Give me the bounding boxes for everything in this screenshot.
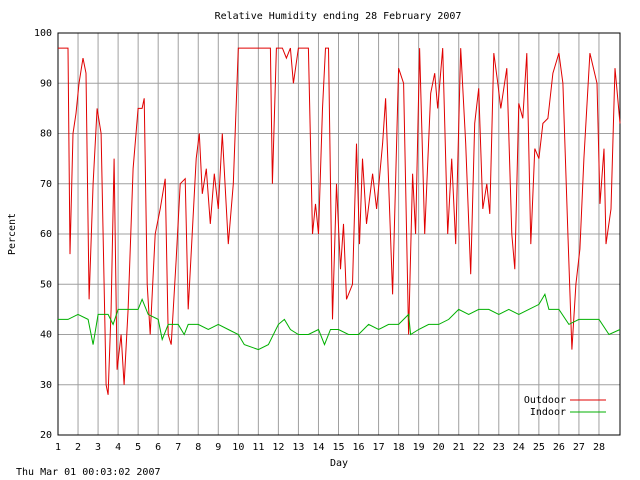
x-tick-label: 27 [573, 442, 585, 453]
x-tick-label: 8 [195, 442, 201, 453]
x-tick-label: 28 [593, 442, 605, 453]
x-tick-label: 9 [215, 442, 221, 453]
x-tick-label: 16 [353, 442, 365, 453]
x-tick-label: 21 [453, 442, 465, 453]
x-tick-label: 10 [232, 442, 244, 453]
x-tick-label: 4 [115, 442, 121, 453]
data-line [58, 293, 621, 351]
y-tick-label: 40 [40, 330, 52, 341]
x-tick-label: 13 [292, 442, 304, 453]
y-tick-label: 100 [34, 28, 52, 39]
x-tick-label: 5 [135, 442, 141, 453]
chart-title: Relative Humidity ending 28 February 200… [215, 11, 462, 22]
y-tick-label: 90 [40, 78, 52, 89]
y-tick-label: 30 [40, 380, 52, 391]
x-tick-label: 3 [95, 442, 101, 453]
x-tick-label: 12 [272, 442, 284, 453]
legend-label: Outdoor [524, 395, 566, 406]
x-tick-label: 19 [413, 442, 425, 453]
x-tick-label: 7 [175, 442, 181, 453]
x-tick-label: 22 [473, 442, 485, 453]
legend-label: Indoor [530, 407, 566, 418]
x-tick-label: 14 [312, 442, 324, 453]
x-tick-label: 25 [533, 442, 545, 453]
y-axis-label: Percent [7, 213, 18, 255]
y-tick-label: 80 [40, 129, 52, 140]
timestamp: Thu Mar 01 00:03:02 2007 [16, 467, 161, 478]
x-tick-label: 20 [433, 442, 445, 453]
x-tick-label: 24 [513, 442, 525, 453]
x-tick-label: 23 [493, 442, 505, 453]
plot-frame [57, 32, 621, 436]
data-line [58, 47, 621, 395]
x-tick-label: 1 [55, 442, 61, 453]
x-tick-label: 2 [75, 442, 81, 453]
y-tick-label: 20 [40, 430, 52, 441]
x-tick-label: 26 [553, 442, 565, 453]
x-tick-label: 15 [332, 442, 344, 453]
y-tick-label: 50 [40, 279, 52, 290]
x-axis-label: Day [330, 458, 348, 469]
y-tick-label: 60 [40, 229, 52, 240]
x-tick-label: 18 [393, 442, 405, 453]
x-tick-label: 17 [373, 442, 385, 453]
y-tick-label: 70 [40, 179, 52, 190]
x-tick-label: 6 [155, 442, 161, 453]
x-tick-label: 11 [252, 442, 264, 453]
